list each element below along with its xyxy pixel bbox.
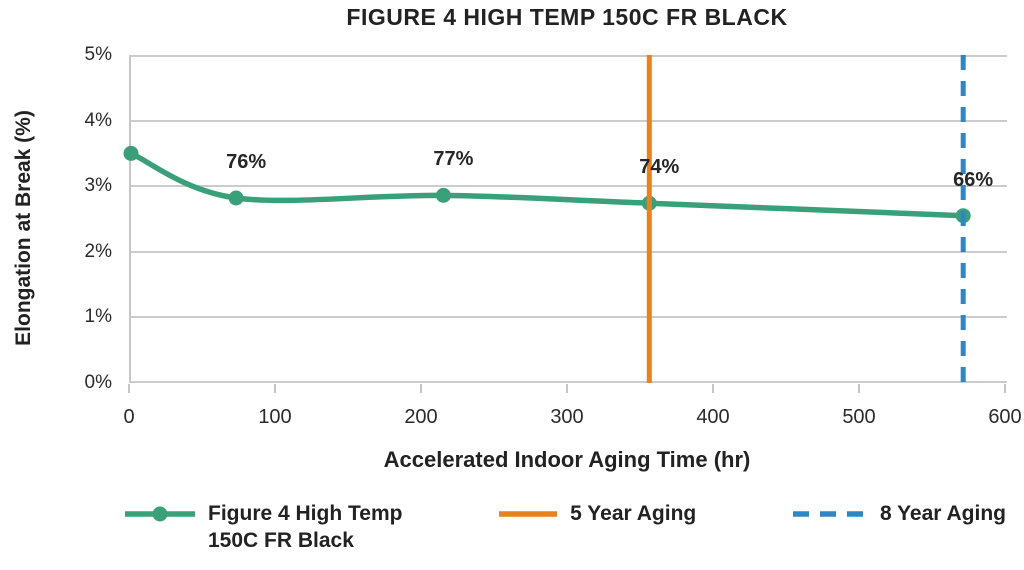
- x-tick-label: 400: [696, 406, 730, 428]
- x-tick-mark: [712, 384, 714, 393]
- data-point: [435, 187, 451, 203]
- series-line: [128, 150, 966, 219]
- legend-label: 5 Year Aging: [570, 502, 697, 525]
- gridline: [131, 381, 1007, 383]
- x-tick-mark: [858, 384, 860, 393]
- y-tick-label: 0%: [84, 372, 112, 393]
- x-tick-label: 200: [404, 406, 438, 428]
- chart-canvas: [123, 55, 971, 383]
- x-tick-mark: [566, 384, 568, 393]
- legend-label: 8 Year Aging: [879, 502, 1006, 525]
- point-label: 77%: [433, 148, 474, 171]
- point-label: 74%: [639, 156, 680, 179]
- legend: Figure 4 High Temp 150C FR Black 5 Year …: [125, 500, 1006, 554]
- x-tick-label: 300: [550, 406, 584, 428]
- legend-item-series: Figure 4 High Temp 150C FR Black: [125, 500, 402, 554]
- x-tick-mark: [274, 384, 276, 393]
- data-point: [123, 145, 139, 161]
- data-point: [228, 190, 244, 206]
- x-axis-title: Accelerated Indoor Aging Time (hr): [383, 447, 751, 472]
- y-tick-label: 5%: [84, 44, 112, 65]
- x-tick-label: 600: [988, 406, 1022, 428]
- x-tick-mark: [1004, 384, 1006, 393]
- y-tick-label: 4%: [84, 109, 112, 131]
- y-tick-label: 1%: [84, 306, 112, 328]
- gridline: [131, 119, 1007, 122]
- x-tick-label: 0: [123, 406, 135, 428]
- gridline: [131, 250, 1007, 253]
- gridline: [131, 316, 1007, 319]
- y-tick-label: 2%: [84, 240, 112, 262]
- y-tick-label: 3%: [84, 175, 112, 197]
- x-tick-label: 100: [258, 406, 292, 428]
- legend-dashed-line-icon: [792, 511, 867, 517]
- plot-area: 76% 77% 74% 66%: [123, 55, 1007, 383]
- legend-line-marker-icon: [125, 506, 195, 522]
- x-tick-label: 500: [842, 406, 876, 428]
- y-axis-title: Elongation at Break (%): [12, 110, 35, 346]
- legend-item-5yr: 5 Year Aging: [499, 500, 696, 527]
- point-label: 66%: [953, 168, 994, 191]
- legend-solid-line-icon: [499, 511, 558, 517]
- point-label: 76%: [226, 151, 267, 173]
- legend-label: Figure 4 High Temp 150C FR Black: [208, 502, 403, 552]
- x-tick-mark: [128, 384, 130, 393]
- x-tick-mark: [420, 384, 422, 393]
- legend-item-8yr: 8 Year Aging: [792, 500, 1006, 527]
- gridline: [131, 55, 1007, 57]
- chart-title: FIGURE 4 HIGH TEMP 150C FR BLACK: [346, 4, 788, 30]
- gridline: [131, 185, 1007, 188]
